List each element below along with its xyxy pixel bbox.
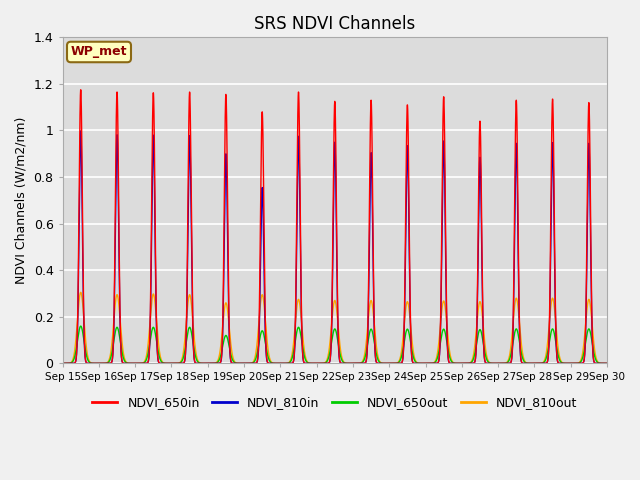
NDVI_650out (406, 336, 414, 342)
NDVI_810out (406, 316, 414, 322)
Title: SRS NDVI Channels: SRS NDVI Channels (254, 15, 415, 33)
NDVI_650in (303, 360, 311, 366)
NDVI_810in (532, 360, 540, 366)
NDVI_810out (77, 289, 84, 295)
NDVI_810out (547, 304, 555, 310)
NDVI_650out (596, 360, 604, 366)
NDVI_650out (303, 360, 311, 365)
NDVI_810in (547, 236, 555, 241)
NDVI_650out (532, 360, 540, 366)
NDVI_650out (547, 331, 555, 336)
NDVI_650in (602, 360, 610, 366)
NDVI_650out (77, 323, 84, 329)
Y-axis label: NDVI Channels (W/m2/nm): NDVI Channels (W/m2/nm) (15, 117, 28, 284)
NDVI_810out (59, 360, 67, 366)
Line: NDVI_650out: NDVI_650out (63, 326, 607, 363)
NDVI_650out (59, 360, 67, 366)
Line: NDVI_810in: NDVI_810in (63, 131, 607, 363)
NDVI_810in (596, 360, 604, 366)
NDVI_650out (603, 360, 611, 366)
NDVI_650in (596, 360, 604, 366)
NDVI_810out (303, 359, 311, 365)
Line: NDVI_650in: NDVI_650in (63, 90, 607, 363)
NDVI_650in (532, 360, 540, 366)
Text: WP_met: WP_met (71, 46, 127, 59)
NDVI_810in (77, 128, 84, 134)
NDVI_650in (603, 360, 611, 366)
NDVI_650in (59, 360, 67, 366)
Legend: NDVI_650in, NDVI_810in, NDVI_650out, NDVI_810out: NDVI_650in, NDVI_810in, NDVI_650out, NDV… (87, 391, 582, 414)
NDVI_650in (547, 211, 555, 217)
NDVI_810out (602, 360, 610, 366)
NDVI_650in (406, 293, 414, 299)
NDVI_810out (603, 360, 611, 366)
NDVI_650out (602, 360, 610, 366)
NDVI_650in (77, 87, 84, 93)
NDVI_810in (602, 360, 610, 366)
Line: NDVI_810out: NDVI_810out (63, 292, 607, 363)
NDVI_810in (303, 360, 311, 366)
NDVI_810in (59, 360, 67, 366)
NDVI_810out (596, 360, 604, 366)
NDVI_810out (532, 360, 540, 366)
NDVI_810in (406, 303, 414, 309)
NDVI_810in (603, 360, 611, 366)
